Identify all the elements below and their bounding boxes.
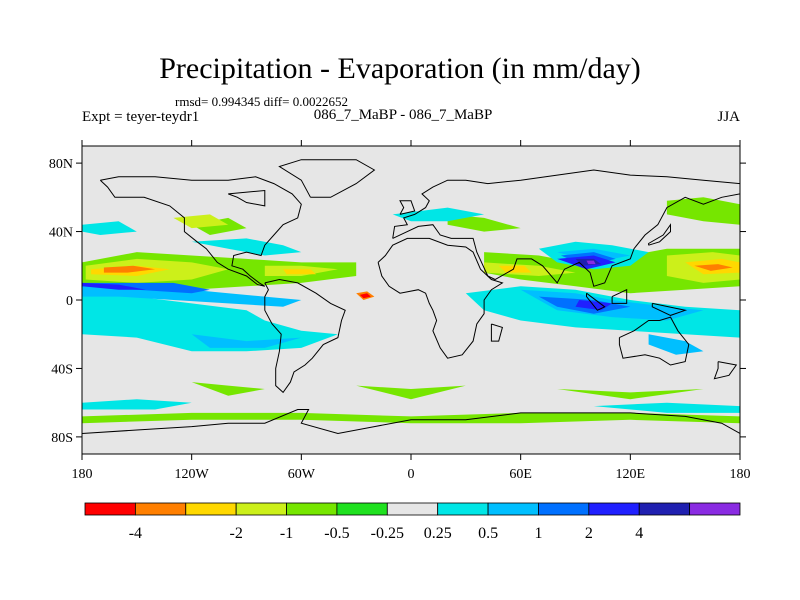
season-label: JJA (717, 109, 740, 125)
coastline (651, 302, 688, 316)
x-tick-label: 60E (509, 467, 532, 482)
y-tick-label: 80N (49, 157, 73, 172)
colorbar-box (538, 502, 590, 516)
contour-region (103, 265, 156, 273)
x-tick-label: 60W (288, 467, 316, 482)
x-tick-label: 0 (408, 467, 415, 482)
colorbar-label: 4 (635, 525, 643, 542)
coastline (228, 189, 266, 207)
x-tick-label: 120E (616, 467, 646, 482)
contour-region (283, 269, 316, 275)
experiment-name: 086_7_MaBP - 086_7_MaBP (313, 107, 493, 123)
contour-region (82, 412, 740, 424)
colorbar-label: 2 (585, 525, 593, 542)
colorbar-box (638, 502, 691, 516)
contour-region (694, 264, 733, 271)
contour-region (392, 207, 485, 222)
coastline (586, 292, 606, 311)
colorbar-label: 0.25 (424, 525, 452, 542)
y-tick-label: 40N (49, 226, 73, 241)
coastline (713, 361, 738, 380)
coastline (618, 316, 690, 366)
contour-region (666, 197, 740, 225)
contour-region (191, 238, 302, 256)
chart-title: Precipitation - Evaporation (in mm/day) (159, 52, 641, 85)
colorbar-label: 0.5 (478, 525, 498, 542)
contour-region (359, 293, 371, 299)
colorbar-label: -2 (229, 525, 242, 542)
stats-text: rmsd= 0.994345 diff= 0.0022652 (175, 94, 348, 109)
contour-region (356, 385, 466, 400)
colorbar-box (134, 502, 187, 516)
coastline (611, 288, 628, 304)
contour-region (648, 334, 704, 355)
coastline (399, 200, 416, 215)
coastline (648, 223, 671, 246)
colorbar-box (437, 502, 489, 516)
colorbar-box (588, 502, 640, 516)
colorbar-label: -1 (280, 525, 293, 542)
colorbar-box (487, 502, 539, 516)
coastline (99, 176, 302, 287)
contour-region (447, 214, 521, 232)
contour-region (586, 260, 596, 265)
coastline (392, 169, 740, 287)
contour-region (557, 389, 704, 400)
colorbar-label: -4 (129, 525, 142, 542)
colorbar-box (336, 502, 388, 516)
contour-region (498, 265, 532, 273)
contour-region (82, 293, 338, 352)
colorbar-label: 1 (534, 525, 542, 542)
contour-region (191, 334, 302, 348)
coastline (82, 409, 740, 454)
x-tick-label: 180 (730, 467, 751, 482)
contour-region (82, 282, 146, 290)
coastline (278, 159, 376, 198)
colorbar-label: -0.5 (324, 525, 349, 542)
contour-region (191, 382, 265, 396)
y-tick-label: 0 (66, 294, 73, 309)
colorbar-label: -0.25 (371, 525, 404, 542)
contour-region (593, 402, 740, 413)
colorbar-box (235, 502, 287, 516)
y-tick-label: 80S (51, 431, 73, 446)
colorbar-box (185, 502, 237, 516)
coastline (377, 237, 504, 359)
x-tick-label: 180 (72, 467, 93, 482)
contour-region (82, 399, 192, 410)
y-tick-label: 40S (51, 362, 73, 377)
contour-region (82, 221, 137, 235)
coastline (264, 278, 346, 394)
x-tick-label: 120W (175, 467, 210, 482)
experiment-label: Expt = teyer-teydr1 (82, 109, 200, 125)
coastline (490, 323, 504, 342)
colorbar-box (386, 502, 439, 516)
colorbar-box (286, 502, 338, 516)
colorbar-box (689, 502, 741, 516)
colorbar-box (84, 502, 136, 516)
contour-region (173, 214, 229, 229)
